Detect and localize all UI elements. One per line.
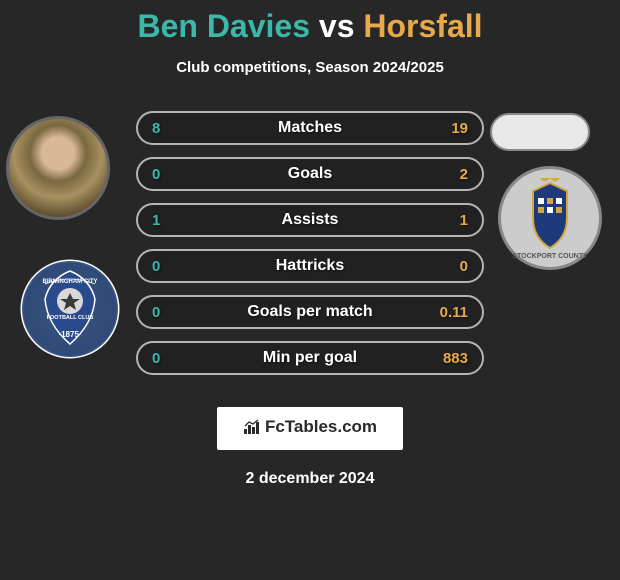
footer: FcTables.com 2 december 2024 bbox=[0, 407, 620, 488]
stat-left-value: 0 bbox=[152, 350, 160, 367]
stat-left-value: 0 bbox=[152, 258, 160, 275]
header: Ben Davies vs Horsfall Club competitions… bbox=[0, 0, 620, 76]
stat-label: Goals per match bbox=[247, 303, 372, 321]
stats-table: 8 Matches 19 0 Goals 2 1 Assists 1 0 Hat… bbox=[136, 111, 484, 375]
svg-text:STOCKPORT COUNTY: STOCKPORT COUNTY bbox=[512, 253, 588, 260]
stat-label: Assists bbox=[282, 211, 339, 229]
svg-text:FOOTBALL CLUB: FOOTBALL CLUB bbox=[47, 315, 94, 321]
subtitle: Club competitions, Season 2024/2025 bbox=[0, 59, 620, 76]
player1-club-crest: ·1875· BIRMINGHAM CITY FOOTBALL CLUB bbox=[15, 249, 125, 379]
stat-right-value: 1 bbox=[460, 212, 468, 229]
stat-label: Hattricks bbox=[276, 257, 344, 275]
player1-name: Ben Davies bbox=[137, 8, 310, 44]
stat-right-value: 0 bbox=[460, 258, 468, 275]
svg-text:·1875·: ·1875· bbox=[58, 330, 81, 339]
stat-row-matches: 8 Matches 19 bbox=[136, 111, 484, 145]
stat-right-value: 19 bbox=[451, 120, 468, 137]
source-logo-text: FcTables.com bbox=[265, 417, 377, 436]
stat-right-value: 2 bbox=[460, 166, 468, 183]
stat-left-value: 8 bbox=[152, 120, 160, 137]
vs-text: vs bbox=[319, 8, 355, 44]
stat-row-hattricks: 0 Hattricks 0 bbox=[136, 249, 484, 283]
stat-left-value: 1 bbox=[152, 212, 160, 229]
player2-club-crest: STOCKPORT COUNTY bbox=[498, 166, 602, 270]
stat-right-value: 0.11 bbox=[440, 304, 468, 321]
stat-row-goals-per-match: 0 Goals per match 0.11 bbox=[136, 295, 484, 329]
svg-text:BIRMINGHAM CITY: BIRMINGHAM CITY bbox=[43, 279, 98, 285]
stat-row-goals: 0 Goals 2 bbox=[136, 157, 484, 191]
player2-avatar bbox=[490, 113, 590, 151]
stat-label: Goals bbox=[288, 165, 332, 183]
stat-label: Matches bbox=[278, 119, 342, 137]
stat-label: Min per goal bbox=[263, 349, 357, 367]
source-logo-badge: FcTables.com bbox=[217, 407, 403, 450]
stat-row-assists: 1 Assists 1 bbox=[136, 203, 484, 237]
date-text: 2 december 2024 bbox=[0, 470, 620, 488]
stat-right-value: 883 bbox=[443, 350, 468, 367]
stat-left-value: 0 bbox=[152, 166, 160, 183]
comparison-title: Ben Davies vs Horsfall bbox=[0, 8, 620, 45]
stat-row-min-per-goal: 0 Min per goal 883 bbox=[136, 341, 484, 375]
stat-left-value: 0 bbox=[152, 304, 160, 321]
chart-icon bbox=[243, 419, 261, 440]
player1-avatar bbox=[6, 116, 110, 220]
content-area: ·1875· BIRMINGHAM CITY FOOTBALL CLUB STO… bbox=[0, 111, 620, 401]
player2-name: Horsfall bbox=[363, 8, 482, 44]
